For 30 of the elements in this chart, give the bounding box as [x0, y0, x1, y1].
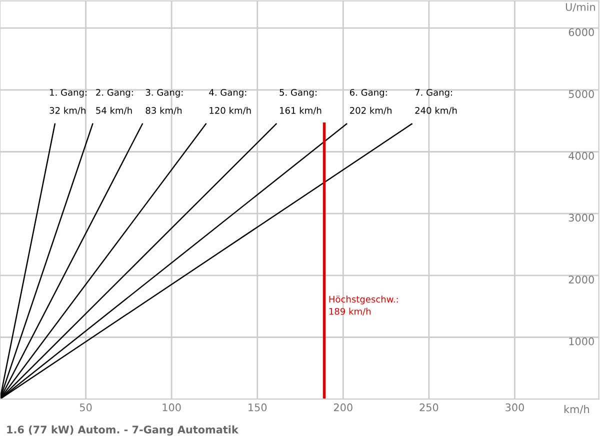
text: 3. Gang: [146, 88, 183, 98]
text: 1. Gang: [50, 88, 87, 98]
text: 4. Gang: [209, 88, 246, 98]
annotation: 120 km/h [210, 106, 251, 115]
text: 1.6 (77 kW) Autom. - 7-Gang Automatik [7, 425, 239, 436]
y-tick-label: 1000 [569, 337, 594, 346]
text: 6. Gang: [350, 88, 387, 98]
x-tick-label: 200 [334, 403, 352, 412]
annotation: 32 km/h [50, 106, 86, 115]
x-tick-label: 150 [248, 403, 267, 412]
annotation: 161 km/h [280, 106, 322, 115]
annotation: 54 km/h [96, 106, 132, 115]
y-tick-label: 2000 [568, 276, 594, 284]
y-tick-label: 5000 [568, 90, 594, 98]
x-tick-label: 100 [162, 403, 181, 412]
annotation: 202 km/h [350, 106, 392, 115]
y-tick-label: 3000 [568, 214, 594, 222]
x-tick-label: 250 [420, 403, 438, 412]
annotation: 240 km/h [415, 106, 457, 115]
x-tick-label: 300 [506, 403, 524, 412]
x-axis-title: km/h [564, 405, 589, 414]
ref-line-label: Höchstgeschw.: 189 km/h [329, 296, 398, 316]
annotation: 83 km/h [146, 106, 182, 115]
y-axis-title: U/min [566, 2, 595, 12]
text: 2. Gang: [96, 88, 133, 98]
x-tick-label: 50 [80, 403, 92, 412]
y-tick-label: 6000 [568, 28, 594, 36]
text: 5. Gang: [280, 88, 316, 98]
y-tick-label: 4000 [568, 152, 594, 160]
text: 7. Gang: [415, 88, 452, 98]
